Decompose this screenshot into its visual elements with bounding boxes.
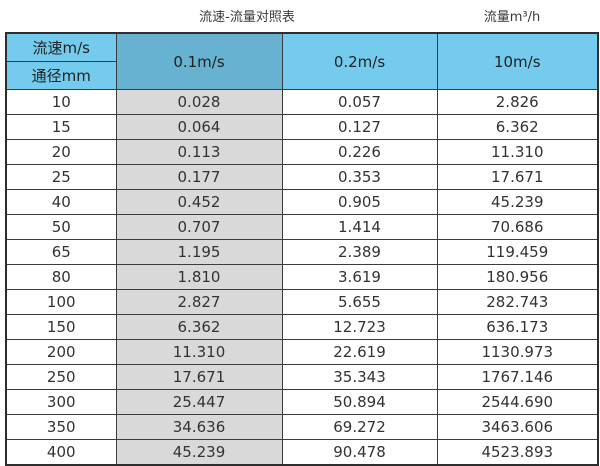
flow-0p2-cell: 90.478 [281, 439, 438, 466]
flow-0p1-cell: 0.177 [115, 164, 283, 190]
header-row-bottom: 通径mm [5, 61, 598, 90]
flow-rate-table: 流速m/s 0.1m/s 0.2m/s 10m/s 通径mm 10 0.028 … [5, 32, 599, 466]
title-bar: 流速-流量对照表 流量m³/h [0, 0, 600, 32]
flow-0p1-cell: 17.671 [115, 364, 283, 390]
flow-0p2-cell: 0.127 [281, 114, 438, 140]
flow-10-cell: 1130.973 [436, 339, 599, 365]
table-row: 200 11.310 22.619 1130.973 [5, 339, 599, 365]
table-row: 10 0.028 0.057 2.826 [5, 89, 599, 115]
flow-10-cell: 4523.893 [436, 439, 599, 466]
flow-10-cell: 17.671 [436, 164, 599, 190]
diameter-cell: 300 [5, 389, 117, 415]
flow-0p2-cell: 3.619 [281, 264, 438, 290]
diameter-cell: 80 [5, 264, 117, 290]
flow-0p2-cell: 35.343 [281, 364, 438, 390]
table-row: 400 45.239 90.478 4523.893 [5, 439, 599, 466]
flow-10-cell: 180.956 [436, 264, 599, 290]
header-row-top: 流速m/s 0.1m/s 0.2m/s 10m/s [5, 32, 599, 90]
diameter-cell: 150 [5, 314, 117, 340]
flow-0p2-cell: 0.226 [281, 139, 438, 165]
flow-0p1-cell: 2.827 [115, 289, 283, 315]
table-row: 250 17.671 35.343 1767.146 [5, 364, 599, 390]
flow-10-cell: 11.310 [436, 139, 599, 165]
flow-10-cell: 636.173 [436, 314, 599, 340]
table-row: 300 25.447 50.894 2544.690 [5, 389, 599, 415]
flow-0p1-cell: 0.707 [115, 214, 283, 240]
table-row: 20 0.113 0.226 11.310 [5, 139, 599, 165]
flow-0p1-cell: 1.810 [115, 264, 283, 290]
flow-0p1-cell: 0.452 [115, 189, 283, 215]
header-col-0p1ms: 0.1m/s [115, 32, 283, 90]
diameter-cell: 250 [5, 364, 117, 390]
diameter-cell: 400 [5, 439, 117, 466]
diameter-cell: 15 [5, 114, 117, 140]
table-row: 350 34.636 69.272 3463.606 [5, 414, 599, 440]
diameter-cell: 20 [5, 139, 117, 165]
flow-10-cell: 70.686 [436, 214, 599, 240]
table-row: 40 0.452 0.905 45.239 [5, 189, 599, 215]
diameter-cell: 50 [5, 214, 117, 240]
header-velocity-label: 流速m/s [5, 32, 117, 62]
flow-0p2-cell: 0.353 [281, 164, 438, 190]
header-col-0p2ms: 0.2m/s [281, 32, 438, 90]
header-diameter-label: 通径mm [5, 61, 117, 90]
diameter-cell: 100 [5, 289, 117, 315]
flow-0p1-cell: 45.239 [115, 439, 283, 466]
diameter-cell: 200 [5, 339, 117, 365]
table-row: 15 0.064 0.127 6.362 [5, 114, 599, 140]
flow-0p1-cell: 0.064 [115, 114, 283, 140]
diameter-cell: 350 [5, 414, 117, 440]
flow-0p1-cell: 6.362 [115, 314, 283, 340]
flow-0p2-cell: 2.389 [281, 239, 438, 265]
diameter-cell: 10 [5, 89, 117, 115]
flow-0p2-cell: 12.723 [281, 314, 438, 340]
table-row: 25 0.177 0.353 17.671 [5, 164, 599, 190]
flow-0p2-cell: 0.057 [281, 89, 438, 115]
flow-unit-label: 流量m³/h [483, 10, 541, 25]
flow-0p2-cell: 50.894 [281, 389, 438, 415]
flow-0p1-cell: 25.447 [115, 389, 283, 415]
flow-10-cell: 2.826 [436, 89, 599, 115]
table-title: 流速-流量对照表 [199, 10, 295, 25]
table-row: 65 1.195 2.389 119.459 [5, 239, 599, 265]
flow-10-cell: 2544.690 [436, 389, 599, 415]
flow-10-cell: 6.362 [436, 114, 599, 140]
flow-0p2-cell: 5.655 [281, 289, 438, 315]
table-body: 10 0.028 0.057 2.826 15 0.064 0.127 6.36… [5, 89, 599, 466]
flow-0p2-cell: 0.905 [281, 189, 438, 215]
diameter-cell: 65 [5, 239, 117, 265]
table-row: 100 2.827 5.655 282.743 [5, 289, 599, 315]
flow-0p1-cell: 34.636 [115, 414, 283, 440]
flow-10-cell: 282.743 [436, 289, 599, 315]
flow-0p2-cell: 1.414 [281, 214, 438, 240]
flow-10-cell: 1767.146 [436, 364, 599, 390]
flow-0p1-cell: 0.028 [115, 89, 283, 115]
flow-10-cell: 119.459 [436, 239, 599, 265]
flow-0p2-cell: 69.272 [281, 414, 438, 440]
flow-10-cell: 3463.606 [436, 414, 599, 440]
diameter-cell: 25 [5, 164, 117, 190]
diameter-cell: 40 [5, 189, 117, 215]
table-row: 150 6.362 12.723 636.173 [5, 314, 599, 340]
table-header: 流速m/s 0.1m/s 0.2m/s 10m/s 通径mm [5, 32, 599, 90]
header-col-10ms: 10m/s [436, 32, 599, 90]
table-row: 80 1.810 3.619 180.956 [5, 264, 599, 290]
flow-0p1-cell: 11.310 [115, 339, 283, 365]
table-row: 50 0.707 1.414 70.686 [5, 214, 599, 240]
flow-0p1-cell: 1.195 [115, 239, 283, 265]
flow-0p1-cell: 0.113 [115, 139, 283, 165]
flow-0p2-cell: 22.619 [281, 339, 438, 365]
flow-10-cell: 45.239 [436, 189, 599, 215]
